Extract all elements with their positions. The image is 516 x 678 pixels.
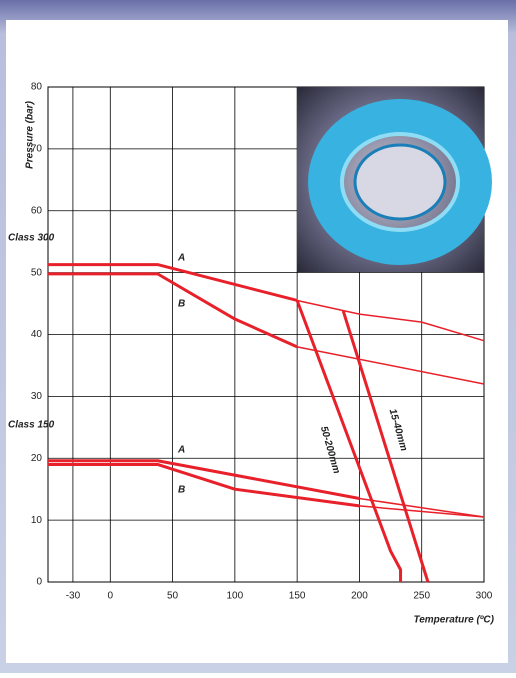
x-tick-label: 0 xyxy=(108,591,114,602)
curve-label: A xyxy=(177,253,185,264)
x-tick-label: 150 xyxy=(289,591,306,602)
y-tick-label: 30 xyxy=(31,391,43,402)
x-tick-label: 100 xyxy=(227,591,244,602)
y-tick-label: 20 xyxy=(31,453,43,464)
curve-label: B xyxy=(178,485,185,496)
y-tick-label: 70 xyxy=(31,144,43,155)
curve xyxy=(341,310,430,583)
class-label: Class 300 xyxy=(8,233,55,244)
y-axis-label: Pressure (bar) xyxy=(25,100,36,168)
curve xyxy=(359,497,485,518)
curve-label: A xyxy=(177,445,185,456)
class-label: Class 150 xyxy=(8,420,55,431)
curve xyxy=(48,462,360,508)
curve xyxy=(48,459,360,500)
curve-label: B xyxy=(178,299,185,310)
y-tick-label: 0 xyxy=(36,577,42,588)
curve xyxy=(359,505,485,518)
y-tick-label: 10 xyxy=(31,515,43,526)
x-tick-label: 50 xyxy=(167,591,179,602)
x-tick-label: -30 xyxy=(66,591,81,602)
x-tick-label: 300 xyxy=(476,591,493,602)
y-tick-label: 60 xyxy=(31,205,43,216)
y-tick-label: 50 xyxy=(31,267,43,278)
curve xyxy=(48,272,298,349)
curve xyxy=(48,263,298,302)
y-tick-label: 40 xyxy=(31,329,43,340)
y-tick-label: 80 xyxy=(31,82,43,93)
x-tick-label: 250 xyxy=(413,591,430,602)
x-axis-label: Temperature (ºC) xyxy=(413,615,494,626)
curve xyxy=(295,299,403,582)
curve xyxy=(296,299,485,342)
x-tick-label: 200 xyxy=(351,591,368,602)
curve xyxy=(296,346,485,385)
product-photo xyxy=(297,87,492,272)
